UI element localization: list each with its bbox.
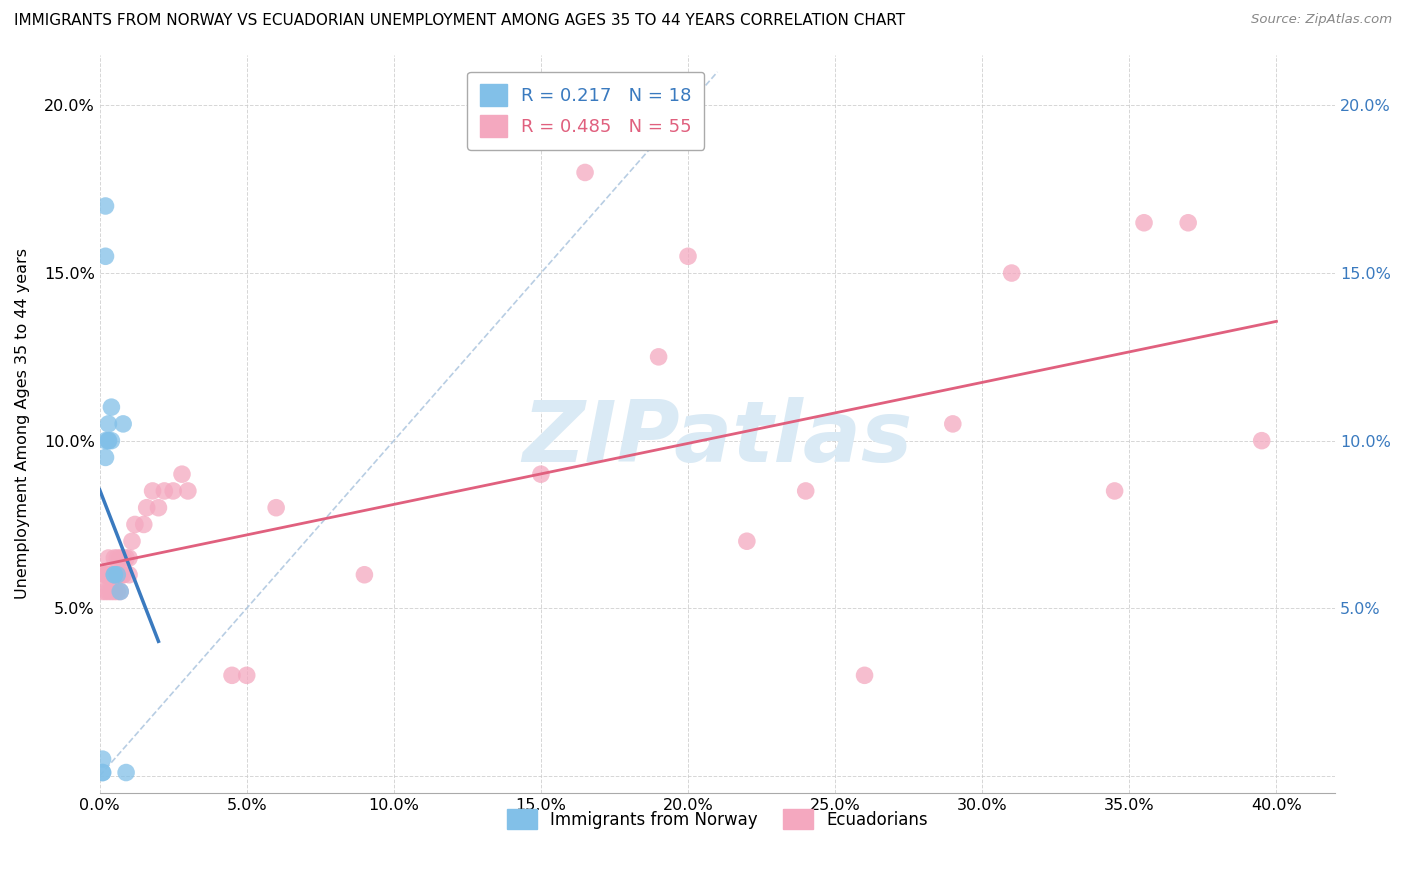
Point — [97, 584, 120, 599]
Point — [105, 551, 128, 566]
Point — [735, 534, 758, 549]
Point — [110, 584, 132, 599]
Point — [162, 483, 184, 498]
Point — [94, 567, 117, 582]
Point — [94, 567, 117, 582]
Point — [676, 249, 699, 263]
Text: Source: ZipAtlas.com: Source: ZipAtlas.com — [1251, 13, 1392, 27]
Point — [1177, 216, 1199, 230]
Point — [110, 584, 132, 599]
Point — [235, 668, 257, 682]
Point — [94, 434, 117, 448]
Point — [177, 483, 200, 498]
Point — [110, 567, 132, 582]
Point — [103, 551, 125, 566]
Text: IMMIGRANTS FROM NORWAY VS ECUADORIAN UNEMPLOYMENT AMONG AGES 35 TO 44 YEARS CORR: IMMIGRANTS FROM NORWAY VS ECUADORIAN UNE… — [14, 13, 905, 29]
Point — [97, 551, 120, 566]
Point — [115, 551, 138, 566]
Point — [853, 668, 876, 682]
Point — [942, 417, 965, 431]
Point — [97, 434, 120, 448]
Point — [100, 567, 122, 582]
Point — [1250, 434, 1272, 448]
Point — [118, 551, 141, 566]
Point — [221, 668, 243, 682]
Point — [135, 500, 157, 515]
Point — [105, 567, 128, 582]
Point — [124, 517, 146, 532]
Point — [115, 765, 138, 780]
Point — [794, 483, 817, 498]
Point — [530, 467, 553, 482]
Point — [647, 350, 669, 364]
Point — [112, 567, 135, 582]
Y-axis label: Unemployment Among Ages 35 to 44 years: Unemployment Among Ages 35 to 44 years — [15, 248, 30, 599]
Point — [94, 199, 117, 213]
Point — [97, 417, 120, 431]
Point — [264, 500, 287, 515]
Text: ZIPatlas: ZIPatlas — [522, 397, 912, 480]
Point — [94, 450, 117, 465]
Point — [353, 567, 375, 582]
Point — [91, 765, 114, 780]
Point — [100, 567, 122, 582]
Point — [103, 584, 125, 599]
Point — [1133, 216, 1156, 230]
Point — [112, 551, 135, 566]
Point — [103, 567, 125, 582]
Point — [112, 417, 135, 431]
Point — [91, 584, 114, 599]
Point — [121, 534, 143, 549]
Point — [142, 483, 165, 498]
Point — [97, 567, 120, 582]
Point — [100, 400, 122, 414]
Point — [1001, 266, 1024, 280]
Point — [110, 551, 132, 566]
Legend: Immigrants from Norway, Ecuadorians: Immigrants from Norway, Ecuadorians — [501, 802, 935, 836]
Point — [105, 567, 128, 582]
Point — [105, 584, 128, 599]
Point — [94, 249, 117, 263]
Point — [97, 434, 120, 448]
Point — [94, 584, 117, 599]
Point — [153, 483, 176, 498]
Point — [91, 752, 114, 766]
Point — [103, 567, 125, 582]
Point — [132, 517, 155, 532]
Point — [91, 765, 114, 780]
Point — [97, 567, 120, 582]
Point — [112, 567, 135, 582]
Point — [100, 584, 122, 599]
Point — [118, 567, 141, 582]
Point — [574, 165, 596, 179]
Point — [103, 567, 125, 582]
Point — [100, 434, 122, 448]
Point — [1104, 483, 1126, 498]
Point — [91, 567, 114, 582]
Point — [148, 500, 170, 515]
Point — [103, 567, 125, 582]
Point — [170, 467, 193, 482]
